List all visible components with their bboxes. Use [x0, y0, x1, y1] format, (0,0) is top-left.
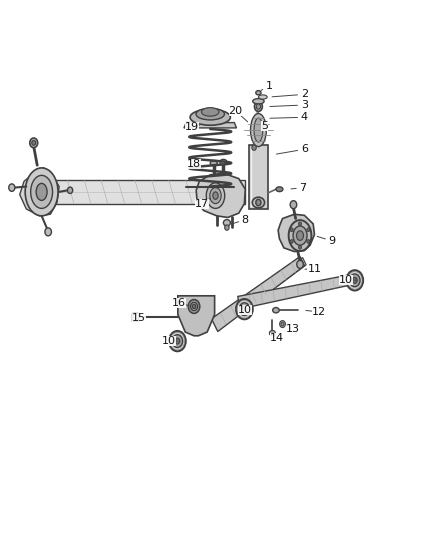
Ellipse shape	[346, 270, 363, 290]
Ellipse shape	[175, 338, 180, 344]
Ellipse shape	[297, 260, 304, 269]
Text: 20: 20	[229, 106, 243, 116]
Text: 8: 8	[242, 215, 249, 224]
Text: 12: 12	[312, 307, 326, 317]
Ellipse shape	[269, 330, 276, 336]
Ellipse shape	[188, 300, 199, 313]
Ellipse shape	[45, 228, 51, 236]
Text: 17: 17	[195, 199, 209, 208]
Polygon shape	[234, 257, 306, 315]
Polygon shape	[278, 214, 314, 252]
Ellipse shape	[290, 239, 293, 243]
Ellipse shape	[36, 183, 47, 200]
Text: 13: 13	[286, 325, 300, 334]
Text: 16: 16	[172, 298, 186, 308]
Ellipse shape	[290, 228, 293, 231]
Polygon shape	[249, 145, 268, 209]
Ellipse shape	[223, 220, 230, 226]
Ellipse shape	[254, 102, 262, 111]
Text: 4: 4	[301, 112, 308, 122]
Ellipse shape	[201, 108, 219, 116]
Ellipse shape	[253, 99, 264, 104]
Text: 14: 14	[270, 333, 284, 343]
Ellipse shape	[256, 91, 261, 95]
Ellipse shape	[290, 200, 297, 208]
Ellipse shape	[352, 277, 357, 284]
Polygon shape	[184, 123, 237, 128]
Ellipse shape	[191, 302, 198, 311]
Ellipse shape	[281, 322, 284, 326]
Ellipse shape	[307, 228, 310, 231]
Ellipse shape	[169, 331, 186, 351]
Polygon shape	[196, 173, 245, 217]
Polygon shape	[178, 296, 215, 336]
Ellipse shape	[289, 220, 311, 251]
Ellipse shape	[258, 95, 267, 99]
Ellipse shape	[256, 199, 261, 206]
Ellipse shape	[239, 303, 250, 316]
Text: 11: 11	[307, 264, 321, 274]
Polygon shape	[20, 168, 59, 216]
Text: 19: 19	[185, 122, 199, 132]
Ellipse shape	[272, 308, 279, 313]
Ellipse shape	[196, 108, 225, 120]
Ellipse shape	[293, 226, 307, 245]
Ellipse shape	[210, 160, 217, 166]
Text: 7: 7	[300, 183, 307, 192]
Ellipse shape	[254, 118, 263, 142]
Ellipse shape	[67, 187, 73, 193]
Ellipse shape	[299, 245, 302, 249]
Text: 18: 18	[187, 159, 201, 169]
Text: 2: 2	[301, 90, 308, 99]
Ellipse shape	[210, 188, 221, 204]
Ellipse shape	[242, 306, 247, 312]
Polygon shape	[212, 256, 304, 332]
Ellipse shape	[297, 231, 304, 240]
Ellipse shape	[256, 104, 261, 109]
Ellipse shape	[32, 140, 36, 146]
Ellipse shape	[252, 197, 265, 208]
Ellipse shape	[307, 239, 310, 243]
Ellipse shape	[220, 159, 227, 165]
Ellipse shape	[252, 145, 256, 150]
Text: 5: 5	[261, 122, 268, 131]
Ellipse shape	[9, 184, 15, 191]
Ellipse shape	[172, 335, 183, 348]
Text: 6: 6	[301, 144, 308, 154]
Polygon shape	[37, 180, 245, 204]
Ellipse shape	[279, 321, 285, 327]
Text: 10: 10	[339, 275, 353, 285]
Text: 9: 9	[328, 236, 336, 246]
Ellipse shape	[236, 299, 253, 319]
Ellipse shape	[192, 304, 196, 309]
Ellipse shape	[299, 222, 302, 225]
Ellipse shape	[190, 109, 230, 125]
Ellipse shape	[31, 175, 53, 208]
Ellipse shape	[350, 274, 360, 287]
Ellipse shape	[30, 138, 38, 148]
Ellipse shape	[276, 187, 283, 191]
Text: 3: 3	[301, 100, 308, 110]
Ellipse shape	[206, 183, 225, 208]
Polygon shape	[132, 313, 138, 321]
Ellipse shape	[251, 114, 266, 147]
Text: 15: 15	[132, 313, 146, 323]
Ellipse shape	[225, 225, 229, 230]
Ellipse shape	[213, 192, 218, 199]
Polygon shape	[238, 275, 351, 309]
Text: 1: 1	[265, 82, 272, 91]
Text: 10: 10	[238, 305, 252, 315]
Text: 10: 10	[162, 336, 176, 346]
Ellipse shape	[25, 168, 58, 216]
